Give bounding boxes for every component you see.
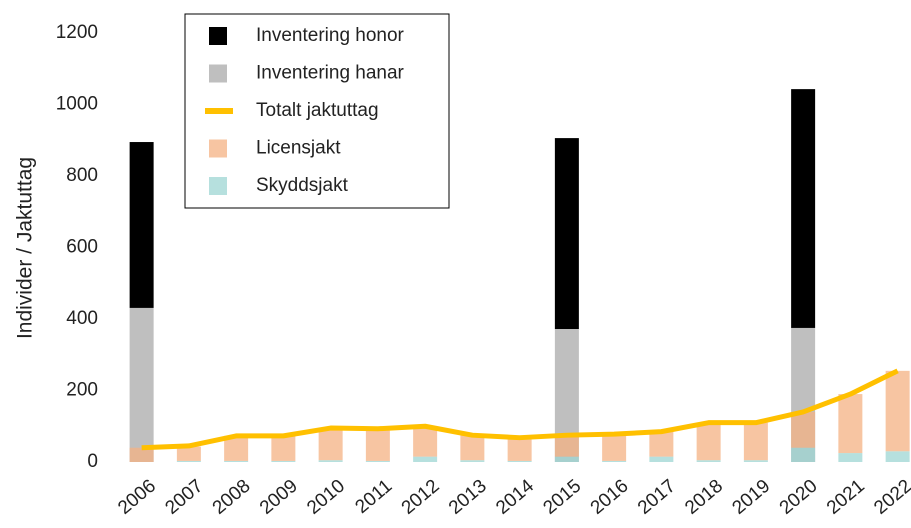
x-tick-label: 2011 [352,476,397,518]
x-tick-label: 2006 [114,476,160,519]
x-tick-label: 2022 [870,476,911,519]
legend-swatch [205,108,233,114]
x-tick-label: 2013 [445,476,491,519]
bar [791,447,816,462]
x-tick-label: 2008 [209,476,255,519]
x-tick-label: 2015 [539,476,585,519]
bar [885,370,910,452]
bar [460,460,485,462]
x-tick-label: 2009 [256,476,302,519]
legend-label: Totalt jaktuttag [256,100,379,121]
legend-label: Skyddsjakt [256,175,349,196]
bar [885,451,910,462]
x-tick-label: 2018 [681,476,727,519]
bar [554,138,579,330]
bar [460,435,485,461]
y-tick-label: 1000 [56,94,98,115]
bar [838,453,863,462]
legend-swatch [209,177,227,195]
x-tick-label: 2012 [398,476,444,519]
bar [554,435,579,457]
bar [602,460,627,462]
bar [743,422,768,461]
x-tick-label: 2021 [823,476,869,519]
x-tick-label: 2010 [303,476,349,519]
bar [649,431,674,457]
bar [413,426,438,457]
bar [554,456,579,462]
x-tick-label: 2014 [492,475,538,519]
bar [224,460,249,462]
bar [176,446,201,461]
bar [696,460,721,462]
legend-label: Inventering honor [256,25,405,46]
y-axis-label: Individer / Jaktuttag [14,157,37,339]
bar [838,394,863,454]
legend-swatch [209,139,227,158]
y-tick-label: 600 [66,237,98,258]
bar [791,89,816,328]
bar [271,460,296,462]
bar [176,460,201,462]
bar [791,411,816,448]
bar [129,447,154,462]
x-tick-label: 2020 [776,476,822,519]
y-tick-label: 800 [66,165,98,186]
x-tick-label: 2017 [634,476,680,519]
x-tick-label: 2007 [161,476,207,519]
x-tick-label: 2019 [728,476,774,519]
bar [271,435,296,461]
y-tick-label: 400 [66,308,98,329]
y-tick-label: 200 [66,380,98,401]
bar [602,434,627,461]
legend-label: Licensjakt [256,138,341,159]
bar [365,460,390,462]
bar [507,460,532,462]
bar [413,456,438,462]
bar [318,460,343,462]
bar [649,456,674,462]
bar [507,437,532,461]
legend-swatch [209,64,227,83]
y-tick-label: 1200 [56,22,98,43]
legend-label: Inventering hanar [256,63,405,84]
legend-swatch [209,27,227,45]
bar [696,422,721,461]
bar [318,428,343,461]
bar [743,460,768,462]
line [141,368,899,451]
bar [129,307,154,462]
bar [365,428,390,461]
bar [129,142,154,308]
x-tick-label: 2016 [587,476,633,519]
y-tick-label: 0 [87,451,98,472]
